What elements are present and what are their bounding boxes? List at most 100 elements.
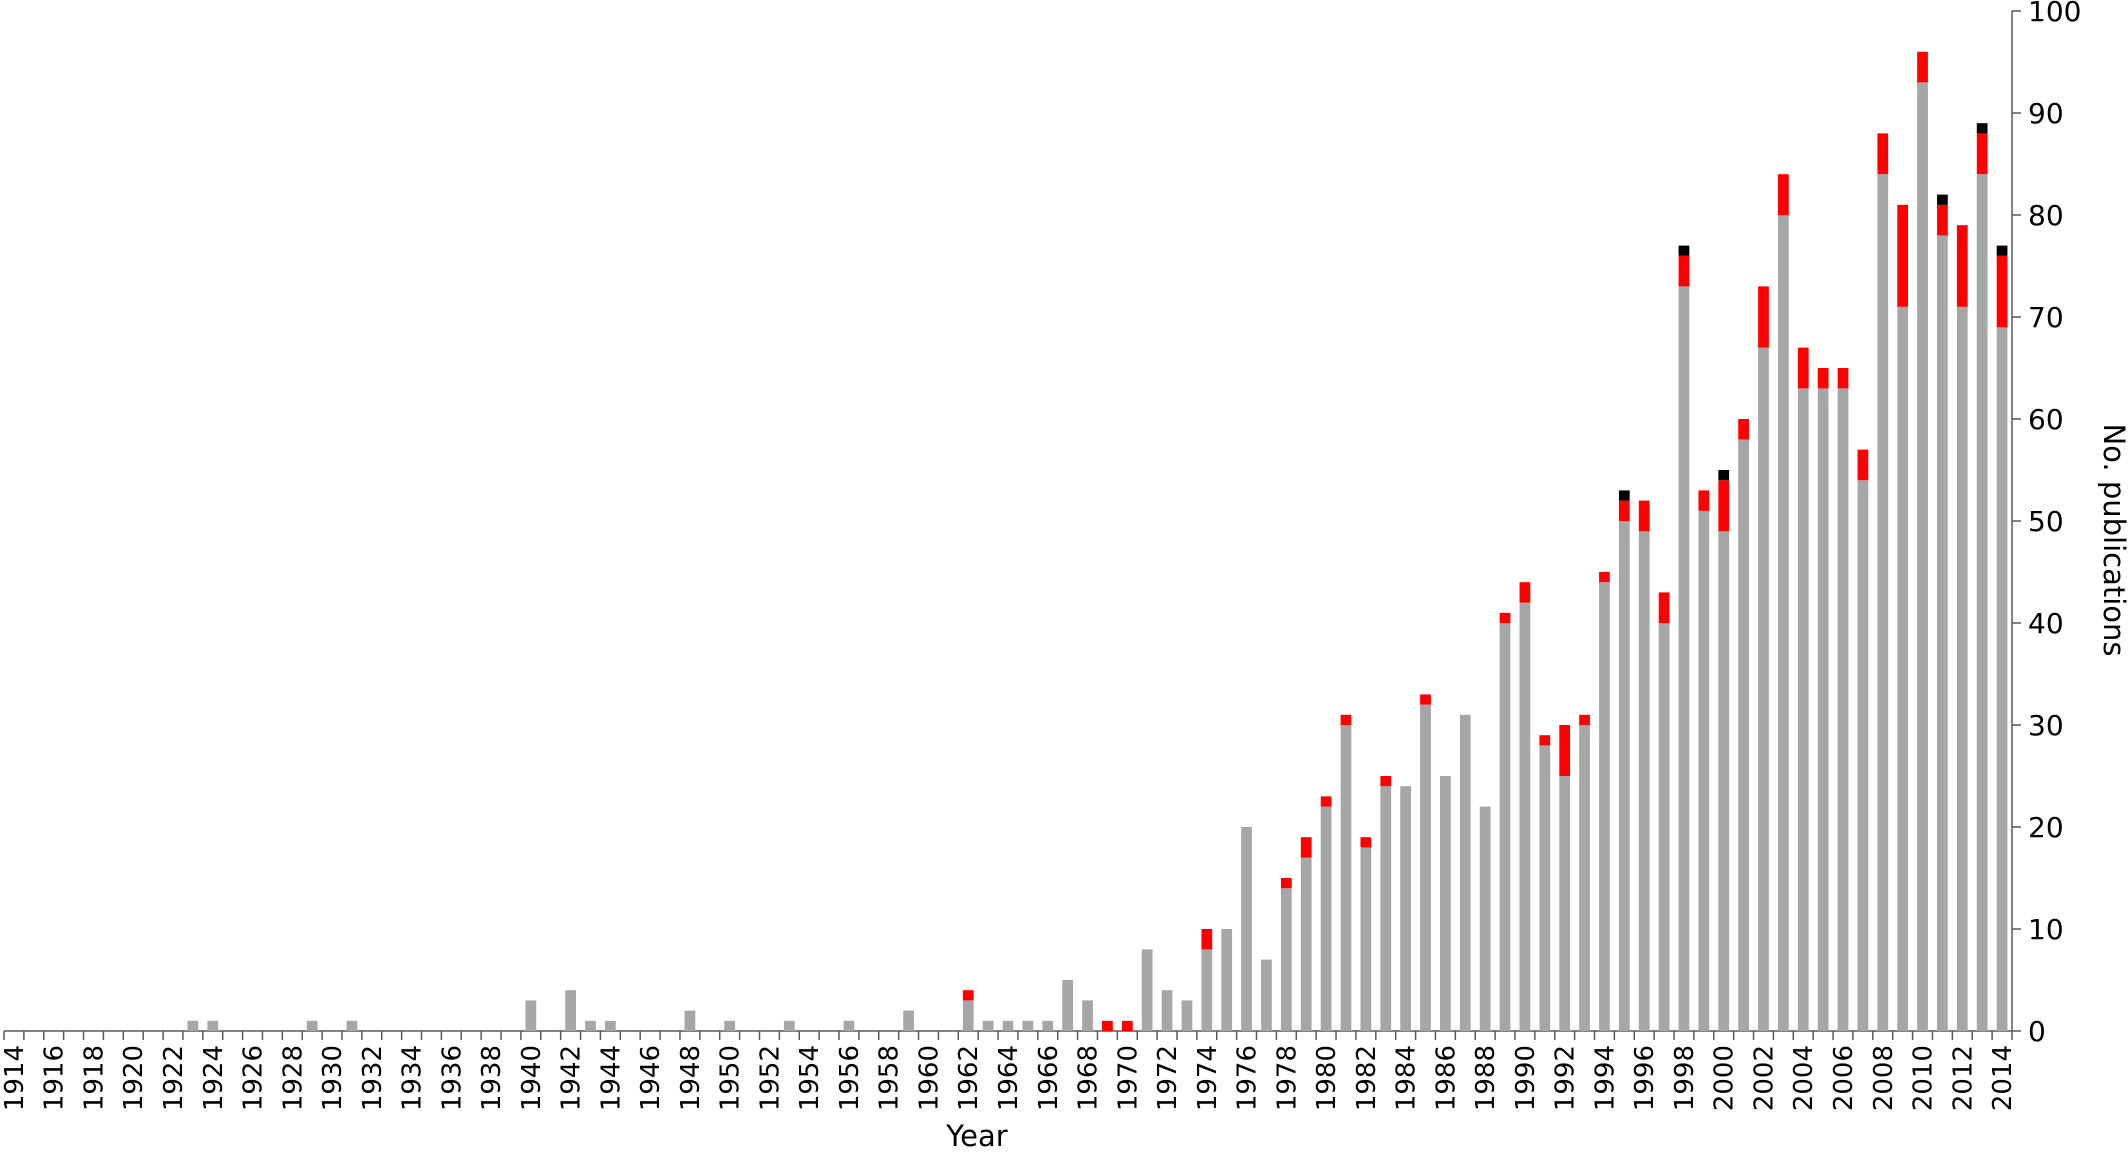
bar-segment	[1738, 439, 1749, 1031]
bar-segment	[1221, 929, 1233, 1031]
bar-segment	[1161, 990, 1173, 1031]
bar-segment	[843, 1020, 855, 1031]
x-tick-label: 1958	[875, 1045, 905, 1111]
x-tick-label: 1996	[1630, 1045, 1660, 1111]
x-tick-label: 2004	[1789, 1045, 1819, 1111]
x-tick-label: 1964	[994, 1045, 1024, 1111]
bar-segment	[1758, 286, 1769, 348]
x-tick-label: 1984	[1392, 1045, 1422, 1111]
x-tick-label: 1970	[1113, 1045, 1143, 1111]
bar-segment	[1976, 133, 1988, 175]
bar-segment	[1897, 306, 1909, 1031]
bar-segment	[1201, 929, 1213, 950]
bar-segment	[1777, 215, 1789, 1031]
bar-segment	[1579, 714, 1590, 725]
bar-segment	[605, 1020, 616, 1031]
bar-segment	[1201, 949, 1213, 1031]
bar-segment	[1678, 245, 1690, 256]
bar-segment	[1102, 1020, 1113, 1031]
bar-segment	[1320, 796, 1332, 807]
x-tick-label: 1986	[1431, 1045, 1461, 1111]
bar-segment	[1300, 837, 1312, 858]
x-tick-label: 1920	[119, 1045, 149, 1111]
bar-segment	[1857, 449, 1869, 481]
bar-segment	[1300, 857, 1312, 1031]
bar-segment	[1897, 204, 1909, 307]
bar-segment	[783, 1020, 795, 1031]
x-tick-label: 1934	[398, 1045, 428, 1111]
bar-segment	[1559, 776, 1571, 1031]
x-tick-label: 2010	[1909, 1045, 1939, 1111]
x-tick-label: 2012	[1948, 1045, 1978, 1111]
bar-segment	[187, 1020, 199, 1031]
bar-segment	[1618, 500, 1630, 521]
x-tick-label: 1946	[636, 1045, 666, 1111]
x-tick-label: 1930	[318, 1045, 348, 1111]
x-axis-label: Year	[945, 1119, 1007, 1153]
bar-segment	[1638, 531, 1650, 1031]
bar-segment	[1141, 949, 1153, 1031]
y-tick-label: 80	[2028, 199, 2064, 232]
x-tick-label: 1916	[40, 1045, 70, 1111]
bar-segment	[1976, 174, 1988, 1031]
x-tick-label: 1926	[239, 1045, 269, 1111]
bar-segment	[1360, 837, 1372, 848]
bar-segment	[1718, 531, 1730, 1031]
bar-segment	[1499, 623, 1511, 1031]
x-tick-label: 1956	[835, 1045, 865, 1111]
x-tick-label: 1938	[477, 1045, 507, 1111]
bar-segment	[1280, 888, 1292, 1031]
bar-segment	[1519, 582, 1531, 603]
bar-segment	[1718, 470, 1730, 481]
x-tick-label: 1914	[0, 1045, 30, 1111]
y-tick-label: 0	[2028, 1015, 2046, 1048]
bar-segment	[1678, 255, 1690, 287]
bar-segment	[1559, 725, 1571, 776]
bar-segment	[306, 1020, 318, 1031]
bar-segment	[1877, 174, 1889, 1031]
bar-segment	[1479, 806, 1491, 1031]
bar-segment	[207, 1020, 219, 1031]
x-tick-label: 1942	[557, 1045, 587, 1111]
bar-segment	[1002, 1020, 1014, 1031]
bar-segment	[1698, 490, 1710, 511]
x-tick-label: 1962	[954, 1045, 984, 1111]
bar-segment	[1996, 327, 2008, 1031]
bar-segment	[1360, 847, 1372, 1031]
x-tick-label: 1918	[79, 1045, 109, 1111]
bar-segment	[1797, 347, 1809, 389]
x-tick-label: 1990	[1511, 1045, 1541, 1111]
bar-segment	[1817, 388, 1829, 1031]
bar-segment	[1917, 82, 1928, 1031]
bar-segment	[585, 1020, 596, 1031]
y-tick-label: 10	[2028, 913, 2064, 946]
x-tick-label: 1966	[1034, 1045, 1064, 1111]
bar-segment	[1658, 592, 1670, 623]
bar-segment	[1539, 735, 1551, 746]
x-tick-label: 1988	[1471, 1045, 1501, 1111]
bar-segment	[1718, 480, 1730, 532]
y-axis-label: No. publications	[2097, 423, 2128, 656]
bar-segment	[1241, 827, 1252, 1031]
bar-segment	[1340, 714, 1352, 725]
bar-segment	[1738, 419, 1749, 440]
bar-segment	[1758, 347, 1769, 1032]
x-tick-label: 1982	[1352, 1045, 1382, 1111]
y-tick-label: 70	[2028, 301, 2064, 334]
bar-segment	[1678, 286, 1690, 1031]
bar-segment	[1440, 776, 1451, 1031]
bar-segment	[1420, 694, 1431, 705]
x-tick-label: 1974	[1193, 1045, 1223, 1111]
bar-segment	[1837, 368, 1849, 389]
bar-segment	[1658, 623, 1670, 1031]
bar-segment	[1996, 255, 2008, 328]
bar-segment	[1937, 235, 1948, 1031]
bar-segment	[1618, 490, 1630, 501]
bar-segment	[982, 1020, 994, 1031]
y-tick-label: 100	[2028, 0, 2081, 28]
y-tick-label: 90	[2028, 97, 2064, 130]
bar-segment	[1459, 714, 1471, 1031]
bar-segment	[1996, 245, 2008, 256]
x-tick-label: 1960	[914, 1045, 944, 1111]
bar-segment	[1937, 194, 1948, 205]
